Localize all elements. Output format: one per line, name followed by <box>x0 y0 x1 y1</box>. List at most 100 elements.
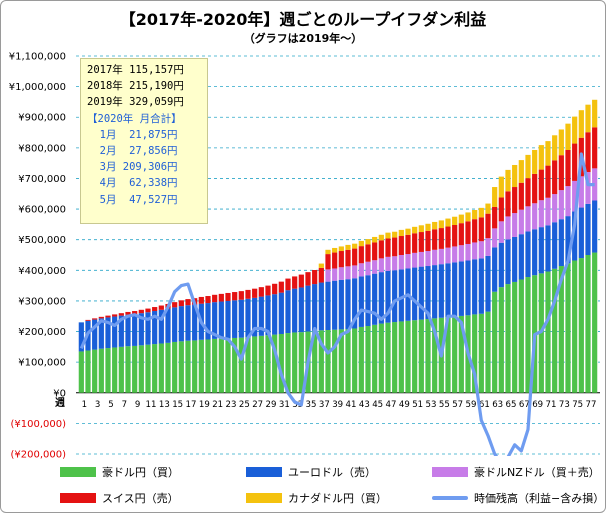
bar-segment-s0-w74 <box>565 263 571 393</box>
bar-segment-s4-w78 <box>592 99 598 128</box>
bar-segment-s0-w75 <box>572 260 578 393</box>
bar-segment-s3-w78 <box>592 127 598 169</box>
bar-segment-s1-w70 <box>538 227 544 274</box>
bar-segment-s0-w33 <box>292 332 298 393</box>
legend-item: 時価残高（利益−含み損） <box>432 490 604 506</box>
bar-segment-s3-w46 <box>378 240 384 259</box>
bar-segment-s3-w49 <box>398 236 404 255</box>
bar-segment-s2-w43 <box>358 263 364 277</box>
x-tick-label: 47 <box>386 400 397 410</box>
x-tick-label: 49 <box>399 400 410 410</box>
bar-segment-s4-w64 <box>498 176 504 198</box>
bar-segment-s3-w67 <box>518 182 524 210</box>
legend-swatch <box>432 496 468 500</box>
bar-segment-s1-w78 <box>592 200 598 253</box>
bar-segment-s3-w66 <box>512 187 518 214</box>
bar-segment-s2-w39 <box>332 268 338 281</box>
bar-segment-s3-w17 <box>185 299 191 306</box>
bar-segment-s3-w12 <box>152 307 158 312</box>
legend-swatch <box>246 493 282 503</box>
bar-segment-s4-w75 <box>572 116 578 144</box>
bar-segment-s0-w34 <box>298 332 304 393</box>
bar-segment-s1-w15 <box>172 307 178 342</box>
bar-segment-s4-w37 <box>318 263 324 268</box>
bar-segment-s0-w26 <box>245 337 251 393</box>
bar-segment-s0-w73 <box>558 266 564 393</box>
bar-segment-s1-w23 <box>225 300 231 339</box>
bar-segment-s1-w69 <box>532 229 538 276</box>
bar-segment-s3-w71 <box>545 165 551 198</box>
bar-segment-s2-w40 <box>338 267 344 280</box>
bar-segment-s0-w17 <box>185 340 191 393</box>
bar-segment-s0-w14 <box>165 342 171 393</box>
bar-segment-s2-w49 <box>398 255 404 270</box>
x-tick-label: 69 <box>532 400 543 410</box>
bar-segment-s1-w67 <box>518 234 524 280</box>
bar-segment-s3-w31 <box>278 281 284 293</box>
bar-segment-s0-w2 <box>85 350 91 393</box>
bar-segment-s2-w52 <box>418 251 424 267</box>
bar-segment-s0-w78 <box>592 252 598 393</box>
bar-segment-s0-w9 <box>132 345 138 393</box>
bar-segment-s2-w58 <box>458 245 464 262</box>
y-tick-label: ¥100,000 <box>18 358 66 369</box>
bar-segment-s1-w75 <box>572 211 578 261</box>
bar-segment-s3-w69 <box>532 173 538 204</box>
bar-segment-s1-w26 <box>245 298 251 338</box>
bar-segment-s2-w60 <box>472 242 478 260</box>
x-tick-label: 73 <box>559 400 570 410</box>
bar-segment-s0-w48 <box>392 322 398 393</box>
bar-segment-s3-w5 <box>105 315 111 318</box>
bar-segment-s3-w32 <box>285 278 291 291</box>
bar-segment-s1-w63 <box>492 247 498 292</box>
bar-segment-s2-w59 <box>465 243 471 261</box>
bar-segment-s4-w45 <box>372 236 378 243</box>
bar-segment-s1-w74 <box>565 216 571 264</box>
bar-segment-s3-w50 <box>405 234 411 255</box>
bar-segment-s1-w52 <box>418 266 424 320</box>
bar-segment-s3-w41 <box>345 249 351 267</box>
bar-segment-s0-w32 <box>285 333 291 393</box>
bar-segment-s4-w51 <box>412 226 418 234</box>
chart-subtitle: （グラフは2019年〜） <box>243 32 363 45</box>
bar-segment-s3-w26 <box>245 289 251 299</box>
bar-segment-s2-w47 <box>385 256 391 271</box>
bar-segment-s4-w70 <box>538 145 544 170</box>
bar-segment-s3-w35 <box>305 272 311 286</box>
bar-segment-s1-w21 <box>212 302 218 339</box>
bar-segment-s0-w31 <box>278 333 284 393</box>
bar-segment-s0-w46 <box>378 323 384 393</box>
bar-segment-s3-w33 <box>292 276 298 289</box>
bar-segment-s2-w51 <box>412 252 418 268</box>
bar-segment-s0-w43 <box>358 326 364 393</box>
bar-segment-s0-w71 <box>545 271 551 393</box>
bar-segment-s1-w37 <box>318 282 324 331</box>
bar-segment-s0-w52 <box>418 319 424 393</box>
bar-segment-s0-w36 <box>312 330 318 393</box>
y-tick-label: (¥200,000) <box>10 450 66 461</box>
bar-segment-s2-w56 <box>445 247 451 264</box>
bar-segment-s2-w75 <box>572 180 578 212</box>
bar-segment-s3-w62 <box>485 213 491 239</box>
x-tick-label: 35 <box>306 400 317 410</box>
bar-segment-s1-w17 <box>185 305 191 341</box>
bar-segment-s3-w64 <box>498 197 504 222</box>
bar-segment-s2-w64 <box>498 221 504 243</box>
bar-segment-s2-w38 <box>325 269 331 282</box>
legend-item: 豪ドル円（買） <box>60 464 179 480</box>
bar-segment-s1-w13 <box>158 309 164 344</box>
bar-segment-s3-w40 <box>338 251 344 268</box>
x-tick-label: 77 <box>586 400 597 410</box>
bar-segment-s0-w19 <box>198 339 204 393</box>
x-tick-label: 29 <box>266 400 277 410</box>
bar-segment-s0-w11 <box>145 344 151 393</box>
x-tick-label: 19 <box>199 400 210 410</box>
bar-segment-s4-w71 <box>545 141 551 166</box>
bar-segment-s4-w57 <box>452 216 458 225</box>
bar-segment-s1-w60 <box>472 259 478 315</box>
bar-segment-s4-w44 <box>365 239 371 245</box>
x-tick-label: 23 <box>226 400 237 410</box>
bar-segment-s0-w42 <box>352 328 358 393</box>
bar-segment-s0-w66 <box>512 281 518 393</box>
bar-segment-s1-w45 <box>372 273 378 325</box>
